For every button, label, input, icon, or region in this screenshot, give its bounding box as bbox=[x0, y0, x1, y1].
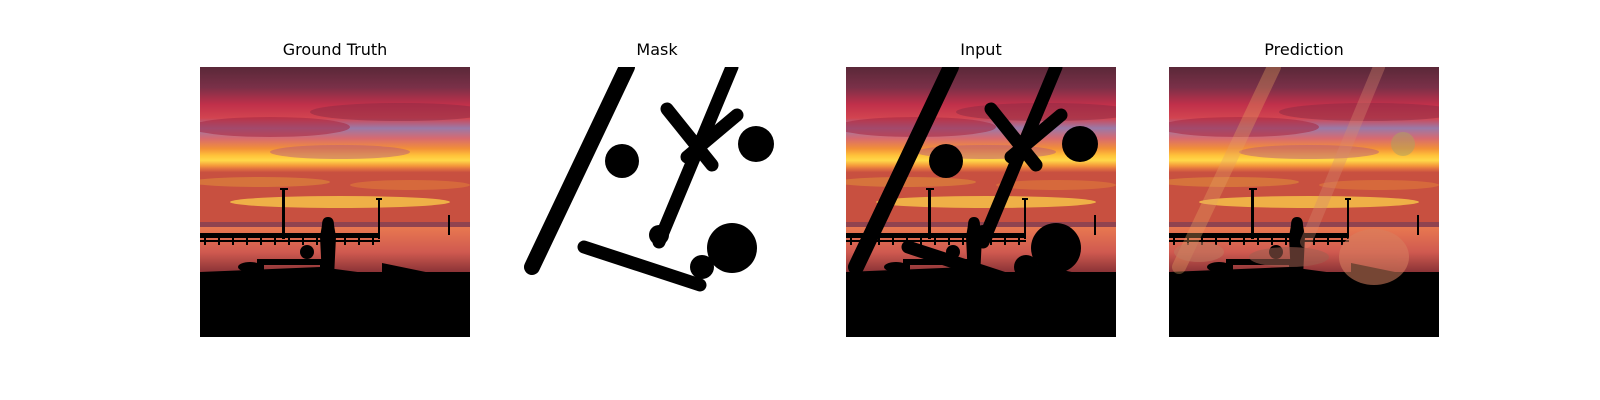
panel-title: Prediction bbox=[1264, 40, 1344, 59]
prediction-image bbox=[1169, 67, 1439, 337]
input-image bbox=[846, 67, 1116, 337]
panel-title: Ground Truth bbox=[282, 40, 388, 59]
panel-title: Input bbox=[960, 40, 1002, 59]
ground-truth-image bbox=[200, 67, 470, 337]
panel-title: Mask bbox=[636, 40, 678, 59]
mask-image bbox=[522, 67, 792, 337]
